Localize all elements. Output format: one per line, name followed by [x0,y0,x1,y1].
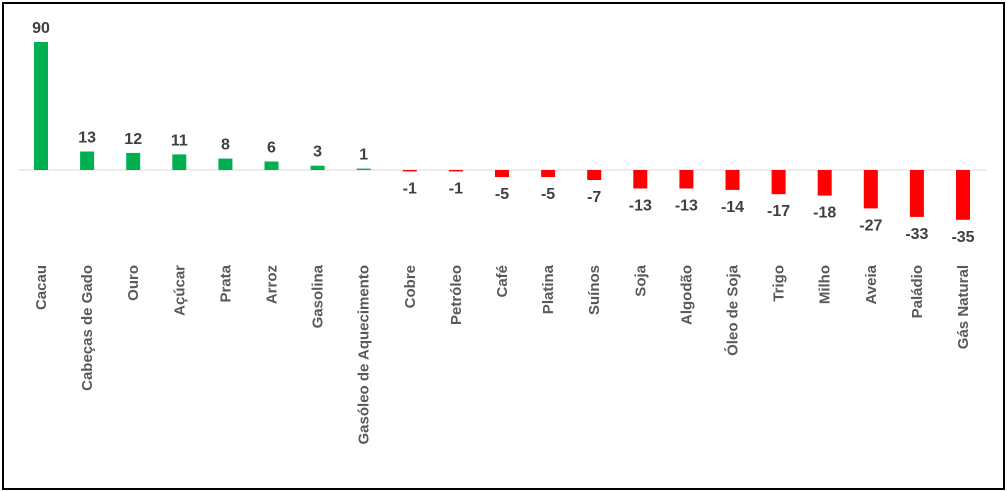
category-label: Cacau [33,265,50,310]
category-label: Trigo [771,265,788,302]
data-label: 12 [124,131,142,148]
category-label: Suínos [586,265,603,315]
data-label: -7 [587,189,601,206]
category-label: Algodão [678,265,695,325]
bar [587,170,602,180]
category-label: Arroz [264,265,281,304]
category-label: Café [494,265,511,298]
category-label: Óleo de Soja [724,264,742,356]
bar [817,170,832,196]
category-label: Milho [817,265,834,304]
category-label: Gasolina [310,264,327,328]
data-label: -35 [951,229,974,246]
bar [264,161,279,170]
data-label: -5 [495,186,509,203]
category-label: Gasóleo de Aquecimento [356,265,373,444]
bar [34,42,48,170]
category-label: Platina [540,264,557,314]
category-label: Açúcar [171,265,188,316]
data-label: 6 [267,140,276,157]
category-label: Prata [217,264,234,302]
category-label: Petróleo [448,265,465,325]
bar [679,170,694,189]
data-label: -1 [403,180,417,197]
bar [448,170,463,172]
data-label: -17 [767,203,790,220]
bar [909,170,924,217]
data-label: 11 [171,132,188,149]
bar [541,170,556,178]
data-label: -13 [629,198,652,215]
category-label: Aveia [863,264,880,304]
data-label: 13 [78,130,96,147]
data-label: -13 [675,198,698,215]
data-label: 8 [221,137,230,154]
bar [218,158,233,170]
category-label: Gás Natural [955,265,972,349]
bar [172,154,187,170]
bar [402,170,417,172]
data-label: -1 [449,180,463,197]
data-label: -18 [813,205,836,222]
data-label: 3 [313,144,322,161]
category-label: Ouro [125,265,142,301]
category-label: Cabeças de Gado [79,265,96,391]
bar [80,151,95,170]
bar [956,170,970,220]
bar [310,165,325,170]
data-label: 1 [359,147,368,164]
data-label: 90 [32,20,50,37]
bar [771,170,786,195]
category-label: Soja [632,264,649,296]
data-label: -27 [859,217,882,234]
category-label: Paládio [909,265,926,318]
bar [633,170,648,189]
bar [126,152,141,170]
bar [356,168,371,170]
category-label: Cobre [402,265,419,308]
data-label: -5 [541,186,555,203]
data-label: -14 [721,199,744,216]
bar [725,170,740,190]
data-label: -33 [905,226,928,243]
bar [863,170,878,209]
bar [495,170,509,178]
